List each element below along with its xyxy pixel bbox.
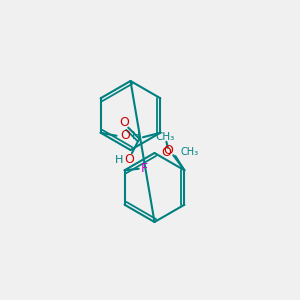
Text: F: F [141,162,148,175]
Text: O: O [124,153,134,166]
Text: O: O [163,144,173,157]
Text: H: H [115,155,123,165]
Text: CH₃: CH₃ [181,147,199,157]
Text: CH₃: CH₃ [155,132,175,142]
Text: O: O [161,146,171,159]
Text: O: O [119,116,129,129]
Text: O: O [120,129,130,142]
Text: H: H [131,131,140,141]
